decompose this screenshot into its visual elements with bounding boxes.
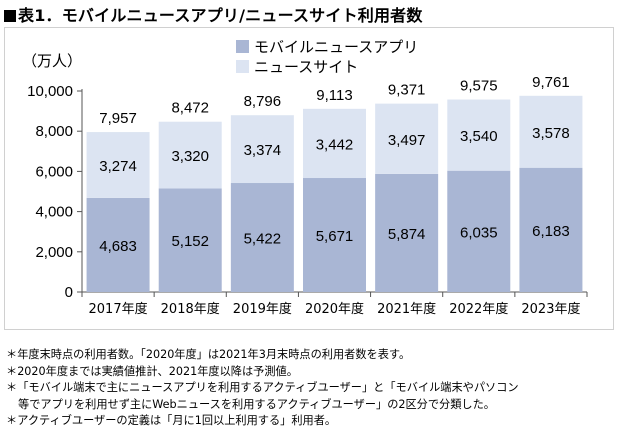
footnote-3-continued: 等でアプリを利用せず主にWebニュースを利用するアクティブユーザー」の2区分で分…: [18, 397, 495, 411]
data-label-total: 8,472: [171, 100, 209, 117]
footnote-3: ＊「モバイル端末で主にニュースアプリを利用するアクティブユーザー」と「モバイル端…: [6, 381, 519, 395]
bar-segment-news-site: [447, 99, 511, 171]
bar-segment-news-site: [375, 103, 439, 174]
bar-segment-news-site: [158, 121, 222, 189]
y-axis-unit-label: （万人）: [22, 53, 82, 70]
data-label-total: 8,796: [244, 93, 282, 110]
bar-segment-mobile-news-app: [447, 170, 511, 292]
x-category-label: 2023年度: [521, 301, 580, 317]
bar-segment-mobile-news-app: [303, 178, 366, 292]
stacked-bar-chart: （万人） 0 2,000 4,000 6,000 8,000 10,000 4,683 3,27…: [22, 38, 588, 317]
bar-segment-mobile-news-app: [230, 183, 294, 292]
y-tick-label: 8,000: [35, 123, 73, 140]
x-category-label: 2021年度: [377, 301, 436, 317]
data-label-total: 9,371: [388, 82, 426, 99]
data-label-total: 9,575: [460, 78, 498, 95]
x-category-label: 2020年度: [305, 301, 364, 317]
y-tick-label: 0: [65, 284, 73, 301]
bar-segment-mobile-news-app: [375, 173, 439, 292]
x-category-label: 2018年度: [161, 301, 220, 317]
footnotes: ＊年度末時点の利用者数。「2020年度」は2021年3月末時点の利用者数を表す。…: [6, 347, 616, 430]
bar-segment-news-site: [519, 95, 583, 168]
data-label-news-site: 3,274: [99, 158, 137, 175]
data-label-mobile-news-app: 6,035: [460, 224, 498, 241]
data-label-news-site: 3,374: [244, 142, 282, 159]
bar-segment-news-site: [230, 115, 294, 184]
legend-label-news-site: ニュースサイト: [254, 58, 358, 76]
footnote-2: ＊2020年度までは実績値推計、2021年度以降は予測値。: [6, 364, 298, 378]
x-category-label: 2022年度: [449, 301, 508, 317]
y-tick-label: 4,000: [35, 204, 73, 221]
data-label-news-site: 3,442: [316, 136, 354, 153]
data-label-news-site: 3,497: [388, 132, 426, 149]
data-label-total: 7,957: [99, 110, 137, 127]
x-category-label: 2017年度: [89, 301, 148, 317]
bar-segment-mobile-news-app: [158, 188, 222, 292]
data-label-mobile-news-app: 4,683: [99, 238, 137, 255]
y-tick-label: 10,000: [27, 83, 73, 100]
bar-segment-mobile-news-app: [86, 197, 150, 292]
bar-segment-mobile-news-app: [519, 167, 583, 292]
legend-swatch-mobile-news-app: [236, 40, 249, 53]
data-label-total: 9,761: [532, 74, 570, 91]
data-label-news-site: 3,578: [532, 125, 570, 142]
data-label-mobile-news-app: 5,422: [244, 231, 282, 248]
x-category-label: 2019年度: [233, 301, 292, 317]
data-label-news-site: 3,320: [171, 148, 209, 165]
title-square-icon: [4, 10, 16, 22]
bar-segment-news-site: [86, 132, 150, 198]
data-label-total: 9,113: [316, 87, 352, 104]
legend-label-mobile-news-app: モバイルニュースアプリ: [254, 38, 418, 56]
legend-swatch-news-site: [236, 60, 249, 73]
data-label-mobile-news-app: 5,671: [316, 228, 354, 245]
data-label-mobile-news-app: 5,874: [388, 226, 426, 243]
data-label-mobile-news-app: 6,183: [532, 223, 570, 240]
chart-panel: [4, 27, 614, 330]
footnote-1: ＊年度末時点の利用者数。「2020年度」は2021年3月末時点の利用者数を表す。: [6, 348, 411, 361]
figure-title: 表1．モバイルニュースアプリ/ニュースサイト利用者数: [4, 2, 423, 26]
figure-title-text: 表1．モバイルニュースアプリ/ニュースサイト利用者数: [18, 6, 423, 25]
y-tick-label: 2,000: [35, 244, 73, 261]
data-label-news-site: 3,540: [460, 128, 498, 145]
footnote-4: ＊アクティブユーザーの定義は「月に1回以上利用する」利用者。: [6, 414, 337, 428]
bar-segment-news-site: [303, 108, 366, 179]
data-label-mobile-news-app: 5,152: [171, 233, 209, 250]
y-tick-label: 6,000: [35, 163, 73, 180]
